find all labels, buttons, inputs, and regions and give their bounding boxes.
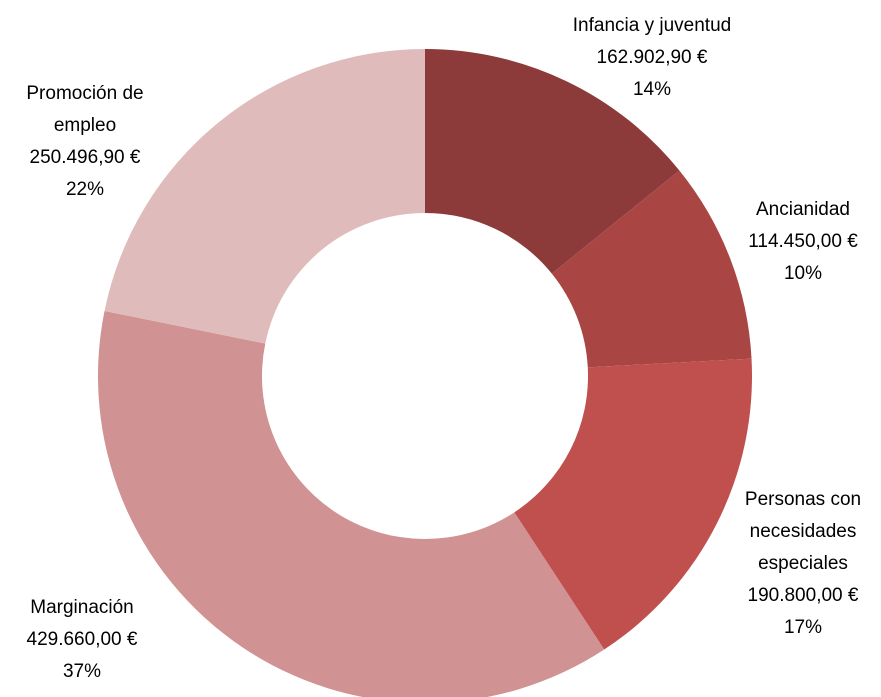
percent-label: 37% [62,661,102,682]
donut-slice [551,170,752,368]
value-label: 162.902,90 € [596,47,708,68]
category-name: Personas con necesidades especiales [744,489,862,574]
value-label: 429.660,00 € [26,629,138,650]
data-label: Marginación 429.660,00 € 37% [0,592,167,688]
category-name: Infancia y juventud [572,15,732,36]
data-label: Promoción de empleo 250.496,90 € 22% [5,78,165,206]
percent-label: 10% [783,263,823,284]
percent-label: 22% [65,179,105,200]
donut-slice [98,310,605,697]
donut-slice [425,49,680,274]
value-label: 250.496,90 € [29,147,141,168]
category-name: Promoción de empleo [26,83,144,136]
donut-slice [514,358,752,650]
category-name: Ancianidad [755,199,851,220]
category-name: Marginación [30,597,134,618]
data-label: Ancianidad 114.450,00 € 10% [723,194,881,290]
data-label: Personas con necesidades especiales 190.8… [733,484,873,644]
value-label: 190.800,00 € [747,585,859,606]
percent-label: 14% [632,79,672,100]
donut-slice [104,49,425,344]
percent-label: 17% [783,617,823,638]
data-label: Infancia y juventud 162.902,90 € 14% [542,10,762,106]
value-label: 114.450,00 € [748,231,858,252]
